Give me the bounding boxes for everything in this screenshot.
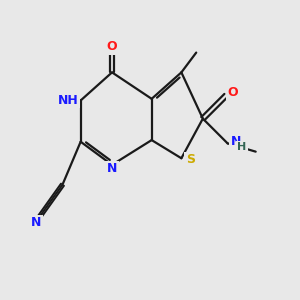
Text: O: O bbox=[227, 86, 238, 99]
Text: S: S bbox=[186, 153, 195, 166]
Text: O: O bbox=[107, 40, 117, 53]
Text: N: N bbox=[231, 135, 241, 148]
Text: H: H bbox=[237, 142, 246, 152]
Text: NH: NH bbox=[58, 94, 78, 107]
Text: N: N bbox=[31, 216, 41, 230]
Text: N: N bbox=[107, 162, 117, 175]
